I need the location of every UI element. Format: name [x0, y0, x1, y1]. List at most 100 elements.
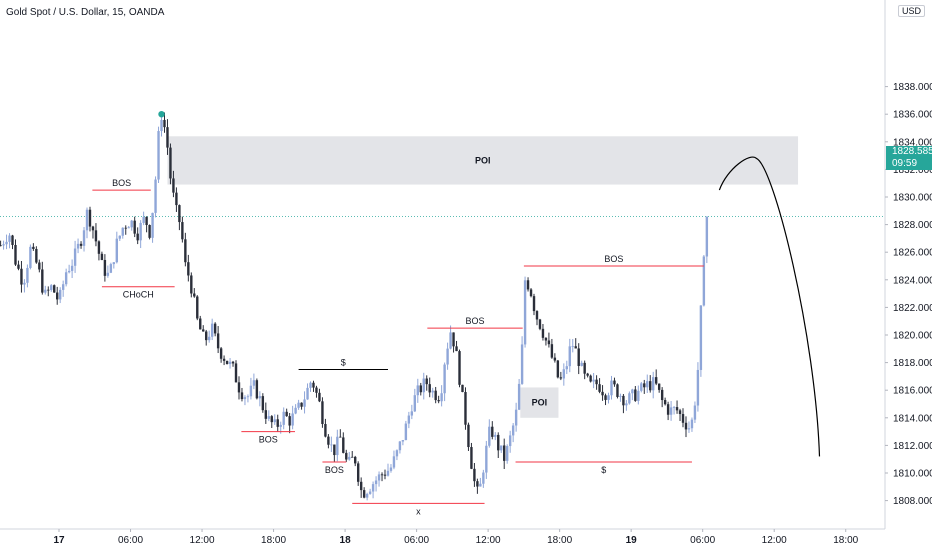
candle-body: [523, 280, 527, 345]
candle-body: [443, 364, 446, 394]
candle-body: [20, 268, 23, 285]
candle-body: [458, 351, 461, 385]
bar-countdown: 09:59: [892, 158, 918, 169]
candle-body: [505, 446, 509, 461]
candle-body: [428, 384, 431, 393]
candle-body: [684, 422, 688, 430]
candle-body: [8, 235, 11, 242]
y-tick-label: 1828.000: [893, 220, 932, 231]
y-tick-label: 1824.000: [893, 275, 932, 286]
candle-body: [327, 436, 330, 445]
candle-body: [330, 444, 333, 446]
candle-body: [193, 293, 196, 297]
candle-body: [640, 383, 643, 391]
candle-body: [115, 238, 119, 263]
structure-level-label: BOS: [112, 178, 131, 188]
structure-levels-layer: BOS CHoCH BOS $ BOS x BOS BOS $: [92, 178, 704, 516]
candle-body: [529, 289, 533, 297]
candle-body: [657, 383, 661, 390]
candle-body: [446, 348, 449, 365]
candle-body: [479, 483, 482, 487]
candle-body: [264, 410, 268, 419]
candle-body: [666, 404, 670, 415]
candle-body: [175, 192, 178, 206]
candle-body: [121, 227, 124, 236]
candle-body: [634, 389, 637, 401]
candle-body: [231, 361, 235, 364]
candle-body: [562, 369, 566, 379]
candle-body: [336, 436, 339, 456]
candle-body: [276, 419, 279, 427]
candle-body: [342, 437, 345, 453]
candle-body: [547, 340, 551, 345]
candle-body: [526, 280, 530, 290]
candles-layer: [0, 111, 709, 501]
y-tick-label: 1832.000: [893, 165, 932, 176]
candle-body: [362, 490, 366, 498]
candle-body: [38, 262, 41, 270]
candle-body: [511, 425, 515, 436]
candle-body: [368, 491, 372, 494]
candle-body: [553, 357, 557, 361]
candle-body: [127, 227, 130, 229]
candle-body: [359, 481, 363, 491]
candle-body: [589, 375, 592, 382]
candle-body: [309, 382, 312, 388]
candle-body: [377, 474, 381, 481]
candle-body: [187, 262, 190, 276]
candle-body: [270, 416, 273, 423]
candle-body: [407, 415, 411, 424]
candle-body: [356, 463, 360, 482]
y-tick-label: 1826.000: [893, 248, 932, 259]
structure-level-label: BOS: [604, 254, 623, 264]
candle-body: [297, 402, 300, 408]
candle-body: [88, 209, 92, 227]
candle-body: [592, 379, 595, 382]
candle-body: [267, 416, 270, 419]
candle-body: [109, 264, 113, 273]
y-tick-label: 1814.000: [893, 413, 932, 424]
candle-body: [705, 216, 709, 257]
candle-body: [508, 435, 512, 447]
candle-body: [70, 265, 74, 271]
candle-body: [53, 285, 56, 293]
candle-body: [279, 424, 282, 427]
candle-body: [431, 390, 434, 393]
candle-body: [690, 419, 694, 429]
candle-body: [532, 296, 536, 312]
candle-body: [237, 382, 241, 393]
x-tick-label: 18: [340, 535, 352, 546]
candle-body: [485, 445, 488, 473]
poi-zone-label: POI: [475, 155, 491, 165]
currency-badge[interactable]: USD: [898, 5, 926, 17]
candle-body: [544, 337, 548, 341]
candle-body: [142, 216, 145, 223]
candle-body: [202, 329, 205, 332]
candle-body: [234, 363, 238, 383]
candle-body: [0, 245, 2, 247]
candle-body: [365, 493, 369, 498]
candle-body: [419, 385, 422, 393]
candle-body: [32, 246, 35, 249]
candle-body: [300, 402, 303, 407]
candle-body: [571, 346, 574, 348]
y-tick-label: 1834.000: [893, 137, 932, 148]
candle-body: [199, 318, 202, 330]
candle-body: [41, 269, 44, 293]
candle-body: [58, 289, 62, 300]
candle-body: [422, 378, 425, 393]
candle-body: [23, 282, 26, 285]
candle-body: [383, 474, 387, 476]
candle-body: [106, 272, 110, 276]
candle-body: [318, 392, 321, 402]
candle-body: [622, 395, 625, 406]
structure-level-label: BOS: [466, 316, 485, 326]
candle-body: [687, 428, 691, 430]
candle-body: [324, 424, 327, 437]
candle-body: [559, 377, 563, 379]
candle-body: [136, 233, 139, 241]
candle-body: [282, 411, 285, 425]
candle-body: [133, 220, 136, 234]
